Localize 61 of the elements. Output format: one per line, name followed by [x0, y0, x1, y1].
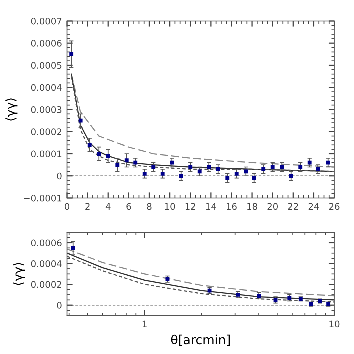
point	[78, 118, 83, 123]
point	[152, 165, 156, 170]
x-tick-label: 0	[64, 203, 70, 210]
point	[226, 176, 230, 180]
point	[116, 163, 120, 168]
point	[134, 160, 138, 165]
point	[70, 52, 74, 56]
point	[160, 172, 165, 176]
y-axis-title: ⟨γγ⟩	[6, 98, 18, 121]
point	[262, 168, 266, 172]
point	[289, 174, 294, 178]
point	[252, 176, 256, 180]
y-tick-label: −0.0001	[24, 194, 62, 202]
x-tick-label: 20	[268, 203, 278, 210]
x-tick-label: 22	[288, 203, 298, 210]
y-tick-label: 0.0007	[31, 18, 62, 25]
x-tick-label: 4	[106, 203, 111, 210]
point	[88, 143, 92, 148]
point	[170, 160, 174, 165]
x-axis-title: θ[arcmin]	[171, 334, 230, 346]
point	[207, 165, 212, 170]
x-tick-label: 1	[142, 320, 147, 328]
point	[216, 168, 220, 172]
y-axis-title: ⟨γγ⟩	[13, 263, 26, 286]
y-tick-label: 0.0003	[31, 106, 62, 114]
y-tick-label: 0.0002	[31, 128, 62, 136]
y-tick-label: 0.0005	[31, 62, 62, 70]
point	[106, 154, 110, 158]
point	[298, 165, 303, 170]
y-tick-label: 0.0006	[31, 240, 62, 247]
point	[316, 168, 320, 172]
y-tick-label: 0.0002	[31, 281, 62, 288]
point	[234, 172, 239, 176]
point	[308, 160, 312, 165]
y-tick-label: 0	[57, 302, 62, 309]
point	[326, 160, 330, 165]
y-tick-label: 0.0001	[31, 150, 62, 158]
x-tick-label: 8	[147, 203, 152, 210]
x-tick-label: 14	[206, 203, 216, 210]
x-tick-label: 10	[330, 320, 340, 328]
x-tick-label: 26	[329, 203, 340, 210]
x-tick-label: 2	[86, 203, 90, 210]
y-tick-label: 0	[57, 172, 62, 180]
point	[97, 152, 102, 156]
point	[179, 174, 184, 178]
x-tick-label: 6	[126, 203, 132, 210]
y-tick-label: 0.0004	[31, 260, 62, 268]
point	[270, 165, 275, 170]
point	[142, 172, 147, 176]
point	[280, 165, 284, 170]
x-tick-label: 10	[165, 203, 176, 210]
y-tick-label: 0.0004	[31, 84, 62, 92]
point	[198, 170, 202, 174]
point	[188, 165, 193, 170]
x-tick-label: 12	[186, 203, 196, 210]
x-tick-label: 18	[248, 203, 258, 210]
x-tick-label: 16	[226, 203, 237, 210]
x-tick-label: 24	[308, 203, 320, 210]
point	[244, 170, 248, 174]
y-tick-label: 0.0006	[31, 40, 62, 47]
point	[124, 158, 129, 163]
